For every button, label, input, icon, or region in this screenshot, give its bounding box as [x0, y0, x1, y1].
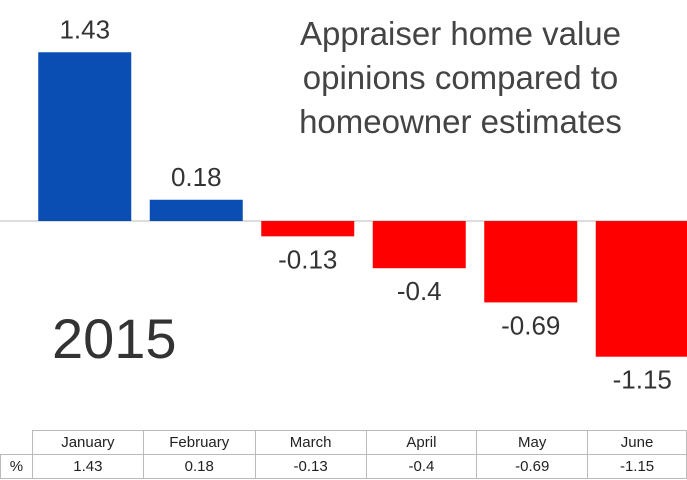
data-label: -0.69	[501, 310, 560, 340]
table-category: June	[587, 430, 687, 455]
table-category: April	[365, 430, 478, 455]
year-annotation: 2015	[52, 307, 177, 370]
data-table: January February March April May June % 1.43 0.…	[0, 430, 687, 479]
bar	[38, 52, 132, 222]
data-label: -0.13	[278, 244, 337, 274]
table-value: -0.4	[365, 454, 478, 479]
data-label: -1.15	[613, 365, 672, 395]
table-value: -0.69	[476, 454, 589, 479]
table-value: 1.43	[31, 454, 144, 479]
table-value: 0.18	[142, 454, 256, 479]
table-category: February	[142, 430, 256, 455]
table-value: -1.15	[587, 454, 687, 479]
table-corner	[0, 430, 33, 455]
bar	[149, 199, 243, 221]
table-row: % 1.43 0.18 -0.13 -0.4 -0.69 -1.15	[0, 454, 687, 479]
chart-title: Appraiser home value opinions compared t…	[299, 15, 622, 140]
bar	[484, 221, 578, 303]
bar	[595, 221, 687, 357]
table-value: -0.13	[254, 454, 367, 479]
table-category: March	[254, 430, 367, 455]
data-label: 1.43	[59, 14, 110, 44]
table-category: January	[31, 430, 144, 455]
chart: 1.43 0.18 -0.13 -0.4 -0.69 -1.15	[0, 14, 687, 395]
table-category: May	[476, 430, 589, 455]
row-label: %	[0, 454, 33, 479]
bar	[372, 221, 466, 269]
data-label: 0.18	[171, 162, 222, 192]
bar	[261, 221, 355, 237]
data-label: -0.4	[397, 276, 442, 306]
table-header: January February March April May June	[0, 430, 687, 455]
